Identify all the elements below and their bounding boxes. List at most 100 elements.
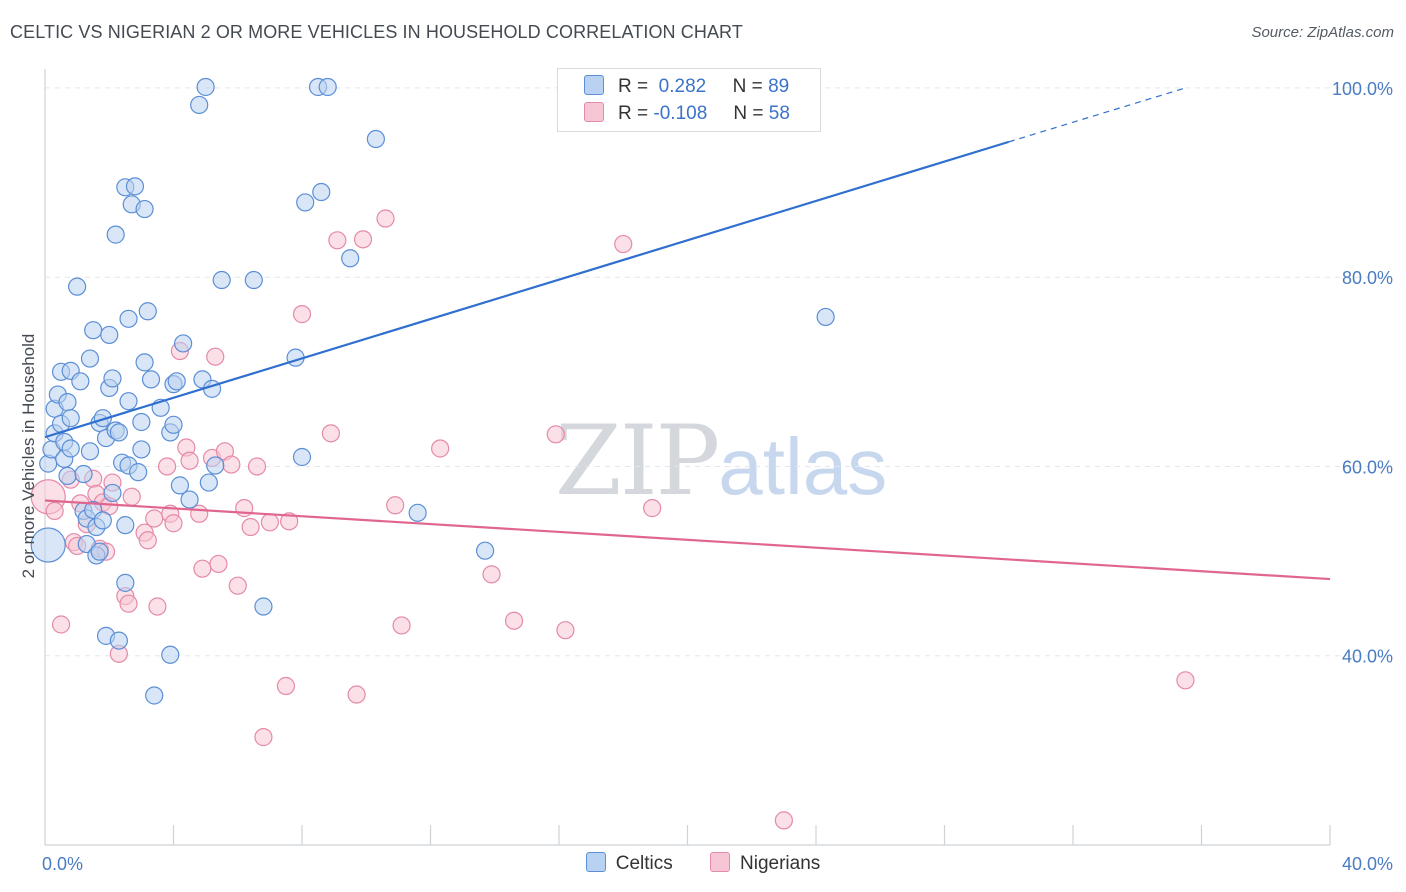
celtic-point bbox=[61, 439, 80, 458]
celtic-point bbox=[116, 516, 135, 535]
celtic-point bbox=[119, 392, 138, 411]
nigerian-point bbox=[241, 517, 260, 537]
legend-n-value: 58 bbox=[768, 103, 790, 124]
celtic-point bbox=[170, 476, 190, 495]
nigerian-point bbox=[643, 499, 662, 518]
nigerian-point bbox=[222, 455, 241, 474]
celtic-point bbox=[196, 77, 215, 97]
celtic-point bbox=[408, 503, 427, 522]
celtic-point bbox=[312, 182, 331, 202]
celtic-point bbox=[476, 541, 495, 560]
nigerian-point bbox=[614, 234, 633, 254]
nigerian-point bbox=[328, 231, 347, 250]
celtic-point bbox=[180, 490, 199, 509]
nigerian-point bbox=[504, 611, 524, 630]
y-tick-label: 80.0% bbox=[1342, 268, 1393, 288]
y-axis-label: 2 or more Vehicles in Household bbox=[19, 334, 38, 579]
celtic-point bbox=[199, 473, 218, 492]
nigerian-point bbox=[180, 451, 199, 470]
celtic-point bbox=[71, 372, 90, 391]
trend-lines bbox=[44, 87, 1331, 581]
nigerian-point bbox=[376, 209, 395, 228]
nigerian-point bbox=[482, 565, 501, 584]
nigerian-point bbox=[51, 615, 71, 634]
celtic-point bbox=[103, 483, 122, 503]
x-tick-label: 40.0% bbox=[1342, 854, 1393, 874]
celtic-point bbox=[84, 321, 103, 340]
celtic-point bbox=[90, 542, 109, 561]
axes bbox=[44, 69, 1331, 846]
nigerian-point bbox=[392, 616, 411, 635]
legend-n-value: 89 bbox=[768, 76, 790, 97]
series-legend: Celtics Nigerians bbox=[0, 852, 1406, 875]
celtic-point bbox=[141, 370, 161, 389]
celtic-point bbox=[125, 177, 145, 196]
legend-item-nigerians[interactable]: Nigerians bbox=[710, 852, 820, 875]
nigerian-point bbox=[45, 501, 64, 521]
legend-n-label: N = bbox=[732, 76, 763, 97]
celtic-point bbox=[816, 307, 835, 327]
celtic-trend-line bbox=[44, 140, 1010, 439]
legend-r-value: 0.282 bbox=[658, 76, 707, 97]
nigerian-point bbox=[292, 305, 312, 324]
nigerian-point bbox=[228, 576, 247, 595]
celtic-point bbox=[167, 372, 186, 391]
nigerian-point bbox=[122, 487, 141, 506]
source-label: Source: ZipAtlas.com bbox=[1251, 24, 1394, 41]
nigerian-point bbox=[431, 439, 450, 458]
celtic-point bbox=[244, 270, 263, 290]
celtic-point bbox=[61, 409, 80, 428]
chart-title: CELTIC VS NIGERIAN 2 OR MORE VEHICLES IN… bbox=[10, 22, 743, 42]
nigerian-point bbox=[1176, 671, 1195, 690]
legend-n-label: N = bbox=[733, 103, 764, 124]
celtic-point bbox=[341, 249, 360, 268]
nigerian-point bbox=[206, 347, 225, 366]
legend-r-label: R = bbox=[618, 103, 649, 124]
legend-r-label: R = bbox=[618, 76, 649, 97]
y-tick-label: 40.0% bbox=[1342, 647, 1393, 667]
celtic-point bbox=[190, 95, 209, 115]
legend-row-celtic: R = 0.282 N = 89 bbox=[584, 75, 789, 99]
nigerian-point bbox=[347, 685, 366, 704]
celtic-point bbox=[135, 199, 154, 219]
nigerian-point bbox=[254, 728, 273, 747]
celtic-point bbox=[68, 277, 87, 296]
celtic-point bbox=[116, 573, 135, 592]
celtic-point bbox=[135, 353, 154, 372]
nigerian-point bbox=[193, 559, 212, 578]
celtic-point bbox=[80, 349, 100, 368]
celtic-point bbox=[164, 415, 183, 434]
watermark-zip: ZIP bbox=[555, 405, 720, 517]
celtic-point bbox=[74, 464, 93, 484]
celtic-point bbox=[296, 193, 315, 212]
celtic-point bbox=[292, 447, 312, 467]
legend-row-nigerian: R = -0.108 N = 58 bbox=[584, 102, 790, 126]
nigerian-point bbox=[546, 425, 565, 444]
celtic-point bbox=[174, 334, 193, 353]
celtic-point bbox=[80, 442, 100, 461]
y-tick-label: 60.0% bbox=[1342, 457, 1393, 477]
nigerian-point bbox=[209, 554, 228, 574]
nigerians-swatch bbox=[710, 852, 731, 872]
celtic-point bbox=[58, 466, 77, 486]
celtic-points bbox=[30, 77, 835, 705]
nigerian-point bbox=[247, 457, 267, 476]
y-tick-label: 100.0% bbox=[1332, 79, 1393, 99]
nigerian-trend-line bbox=[44, 499, 1331, 581]
correlation-legend: R = 0.282 N = 89 R = -0.108 N = 58 bbox=[557, 68, 821, 132]
celtic-point bbox=[103, 369, 122, 388]
celtic-point bbox=[145, 686, 164, 705]
nigerian-point bbox=[280, 512, 299, 531]
x-tick-label: 0.0% bbox=[42, 854, 83, 874]
legend-item-celtics[interactable]: Celtics bbox=[585, 852, 673, 875]
celtic-point bbox=[254, 597, 273, 616]
celtic-point bbox=[161, 645, 180, 664]
celtic-point bbox=[100, 325, 119, 345]
nigerian-point bbox=[353, 230, 373, 249]
celtics-swatch bbox=[585, 852, 606, 872]
celtic-point bbox=[109, 423, 128, 442]
celtic-point bbox=[138, 302, 157, 321]
legend-celtics-label: Celtics bbox=[615, 853, 673, 874]
nigerian-point bbox=[321, 424, 341, 443]
legend-nigerians-label: Nigerians bbox=[740, 853, 821, 874]
